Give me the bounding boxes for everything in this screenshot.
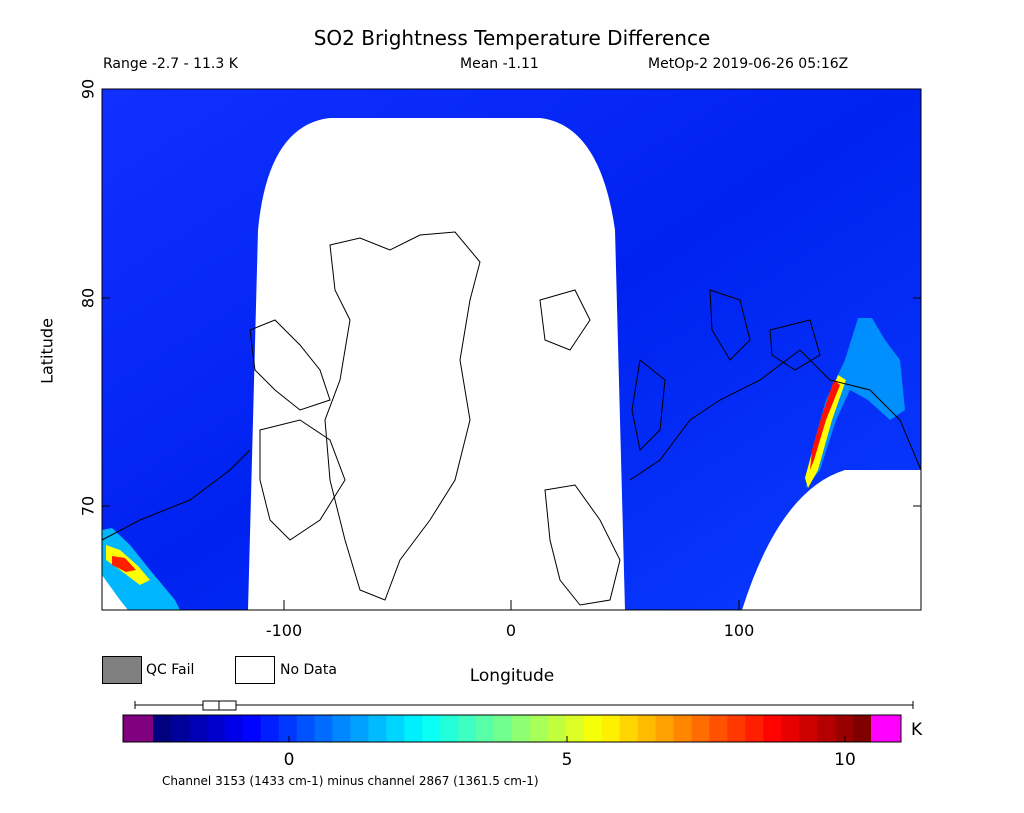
- y-tick-label: 90: [78, 78, 98, 100]
- colorbar-segment: [673, 715, 693, 742]
- colorbar-tick-label: 5: [561, 750, 573, 770]
- colorbar-segment: [242, 715, 262, 742]
- x-axis-label: Longitude: [469, 666, 555, 686]
- colorbar-tick-label: 10: [834, 750, 856, 770]
- no-data-swatch: [235, 656, 275, 684]
- y-axis-label: Latitude: [37, 318, 57, 384]
- mean-subtitle: Mean -1.11: [460, 56, 539, 72]
- colorbar-segment: [835, 715, 854, 742]
- colorbar-segment: [350, 715, 369, 742]
- colorbar-segment: [781, 715, 800, 742]
- no-data-label: No Data: [280, 662, 337, 678]
- colorbar-segment: [153, 715, 172, 742]
- y-tick-label: 80: [78, 287, 98, 309]
- colorbar-segment: [601, 715, 621, 742]
- chart-title: SO2 Brightness Temperature Difference: [313, 26, 711, 50]
- kamchatka-plume: [805, 375, 846, 488]
- satellite-subtitle: MetOp-2 2019-06-26 05:16Z: [648, 56, 849, 72]
- colorbar-segment: [494, 715, 513, 742]
- range-subtitle: Range -2.7 - 11.3 K: [103, 56, 238, 72]
- no-data-swath: [248, 118, 625, 610]
- colorbar-segment: [637, 715, 657, 742]
- qc-fail-label: QC Fail: [146, 662, 195, 678]
- y-tick-label: 70: [78, 495, 98, 517]
- colorbar-segment: [458, 715, 477, 742]
- colorbar-segment: [440, 715, 459, 742]
- colorbar-under-segment: [123, 715, 153, 742]
- colorbar-segment: [386, 715, 405, 742]
- channel-footnote: Channel 3153 (1433 cm-1) minus channel 2…: [162, 774, 539, 788]
- bering-plume-peak: [112, 556, 136, 572]
- colorbar-segment: [188, 715, 208, 742]
- colorbar-tick-label: 0: [283, 750, 295, 770]
- qc-fail-swatch: [102, 656, 142, 684]
- no-data-corner-west: [102, 575, 128, 610]
- kamchatka-plume-peak: [810, 380, 840, 470]
- colorbar-segment: [745, 715, 764, 742]
- colorbar-segment: [332, 715, 352, 742]
- colorbar-segment: [583, 715, 603, 742]
- colorbar-segment: [565, 715, 585, 742]
- kamchatka-plume-halo: [806, 318, 905, 488]
- colorbar-segment: [763, 715, 782, 742]
- colorbar-segment: [853, 715, 872, 742]
- x-tick-label: 100: [723, 621, 755, 640]
- colorbar-segment: [709, 715, 728, 742]
- colorbar-segment: [206, 715, 226, 742]
- colorbar-ticks: [288, 736, 846, 742]
- colorbar-segment: [691, 715, 711, 742]
- colorbar-segment: [224, 715, 244, 742]
- bering-plume: [102, 528, 180, 610]
- colorbar-frame: [122, 714, 902, 743]
- colorbar-segment: [476, 715, 495, 742]
- colorbar-segment: [368, 715, 387, 742]
- colorbar: [122, 714, 902, 743]
- colorbar-segment: [655, 715, 675, 742]
- x-tick-label: 0: [505, 621, 517, 640]
- colorbar-segment: [260, 715, 280, 742]
- colorbar-segment: [422, 715, 441, 742]
- colorbar-segment: [727, 715, 746, 742]
- axis-ticks: [102, 297, 921, 610]
- colorbar-segment: [799, 715, 818, 742]
- colorbar-segment: [817, 715, 836, 742]
- colorbar-segment: [314, 715, 334, 742]
- colorbar-segment: [170, 715, 190, 742]
- colorbar-segment: [619, 715, 639, 742]
- colorbar-unit: K: [911, 720, 923, 740]
- colorbar-segment: [547, 715, 567, 742]
- colorbar-segment: [278, 715, 298, 742]
- colorbar-segment: [529, 715, 549, 742]
- x-tick-label: -100: [265, 621, 303, 640]
- coastlines: [102, 231, 921, 606]
- colorbar-segment: [296, 715, 316, 742]
- colorbar-segment: [404, 715, 423, 742]
- colorbar-over-segment: [871, 715, 901, 742]
- range-boxplot: [134, 700, 914, 711]
- colorbar-segment: [512, 715, 531, 742]
- no-data-corner-east: [742, 470, 921, 610]
